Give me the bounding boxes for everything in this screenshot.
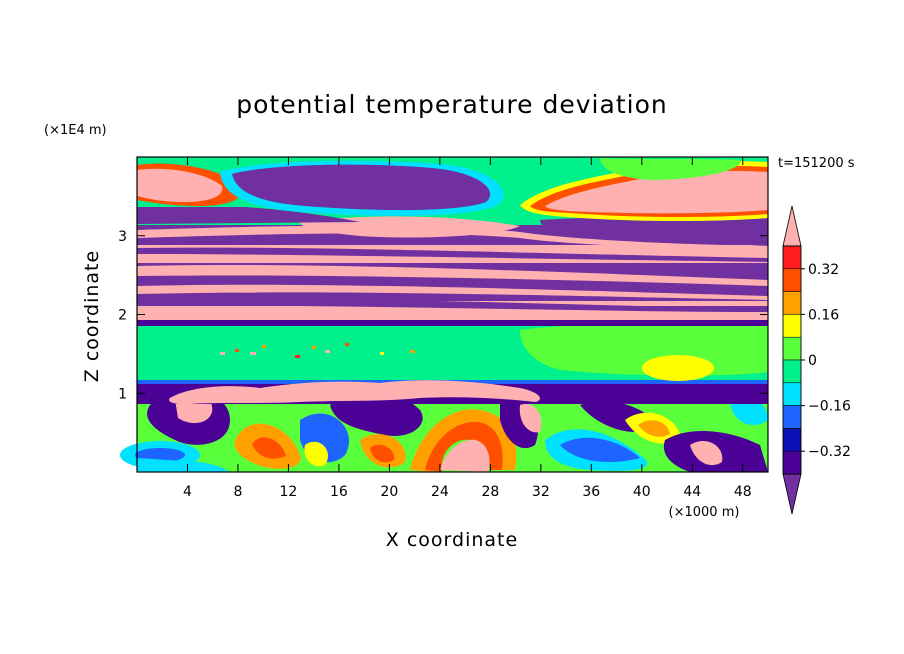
colorbar-label: −0.32 bbox=[808, 444, 851, 460]
band-inversion-pink bbox=[169, 380, 540, 405]
layer-purple-6 bbox=[137, 204, 360, 224]
arc-pink bbox=[440, 439, 490, 472]
y-tick-label: 3 bbox=[118, 229, 127, 245]
y-tick-label: 1 bbox=[118, 386, 127, 402]
blob-cyan-4 bbox=[137, 458, 230, 472]
x-tick-label: 24 bbox=[431, 484, 449, 500]
blob-cyan-3 bbox=[730, 400, 768, 425]
colorbar-swatch bbox=[782, 428, 802, 452]
blob-pink-top bbox=[545, 170, 768, 214]
mid-band-noise bbox=[220, 343, 415, 358]
arc-red bbox=[425, 421, 503, 472]
layer-pink-5 bbox=[137, 225, 768, 250]
colorbar-label: 0.16 bbox=[808, 307, 839, 323]
time-label: t=151200 s bbox=[778, 156, 855, 171]
blob-pink-2 bbox=[519, 404, 542, 433]
blob-blue-3 bbox=[560, 437, 640, 462]
y-tick-label: 2 bbox=[118, 308, 127, 324]
x-tick-label: 8 bbox=[233, 484, 242, 500]
blob-green-top bbox=[600, 158, 741, 180]
colorbar-label: 0 bbox=[808, 353, 817, 369]
plot-area bbox=[120, 157, 768, 472]
arc-orange bbox=[410, 409, 517, 472]
blob-blue-1 bbox=[135, 448, 185, 462]
blob-red-2 bbox=[370, 444, 395, 463]
colorbar-swatch bbox=[782, 336, 802, 361]
blob-yellow-1 bbox=[304, 441, 329, 467]
colorbar-swatch bbox=[782, 382, 802, 406]
x-axis-ticks: 4 8 12 16 20 24 28 32 36 40 44 48 bbox=[183, 157, 752, 500]
colorbar-swatch bbox=[782, 314, 802, 338]
blob-orange-3 bbox=[638, 420, 670, 437]
band-mid-top bbox=[137, 320, 768, 326]
blob-pink-top-left bbox=[137, 168, 223, 202]
x-tick-label: 16 bbox=[330, 484, 348, 500]
blob-red-1 bbox=[252, 437, 286, 459]
x-tick-label: 20 bbox=[380, 484, 398, 500]
colorbar-swatch bbox=[782, 268, 802, 292]
layer-purple-1 bbox=[137, 298, 768, 312]
y-axis-ticks: 1 2 3 bbox=[118, 229, 768, 402]
x-tick-label: 4 bbox=[183, 484, 192, 500]
colorbar-swatch bbox=[782, 405, 802, 429]
colorbar-label: −0.16 bbox=[808, 399, 851, 415]
x-tick-label: 40 bbox=[633, 484, 651, 500]
chart-title: potential temperature deviation bbox=[236, 90, 667, 119]
x-tick-label: 32 bbox=[532, 484, 550, 500]
x-tick-label: 36 bbox=[582, 484, 600, 500]
x-unit-label: (×1000 m) bbox=[669, 505, 740, 520]
x-tick-label: 12 bbox=[280, 484, 298, 500]
y-axis-label: Z coordinate bbox=[81, 250, 103, 382]
layer-pink-3 bbox=[137, 264, 768, 286]
blob-pink-3 bbox=[690, 441, 723, 466]
blob-yellow-3 bbox=[642, 355, 714, 381]
layer-pink-2 bbox=[137, 284, 768, 300]
colorbar-swatch bbox=[782, 359, 802, 384]
colorbar-swatch bbox=[782, 450, 802, 475]
x-tick-label: 48 bbox=[734, 484, 752, 500]
y-unit-label: (×1E4 m) bbox=[44, 123, 107, 138]
x-tick-label: 28 bbox=[481, 484, 499, 500]
layer-purple-4 bbox=[137, 247, 768, 262]
colorbar-swatch bbox=[782, 245, 802, 270]
colorbar-label: 0.32 bbox=[808, 262, 839, 278]
colorbar-max-arrow bbox=[782, 205, 802, 247]
x-tick-label: 44 bbox=[683, 484, 701, 500]
colorbar-swatch bbox=[782, 291, 802, 315]
x-axis-label: X coordinate bbox=[386, 529, 518, 551]
colorbar-min-arrow bbox=[782, 473, 802, 515]
blob-purple-top bbox=[232, 164, 491, 211]
layer-purple-7 bbox=[540, 216, 768, 246]
colorbar: 0.32 0.16 0 −0.16 −0.32 bbox=[782, 205, 851, 515]
